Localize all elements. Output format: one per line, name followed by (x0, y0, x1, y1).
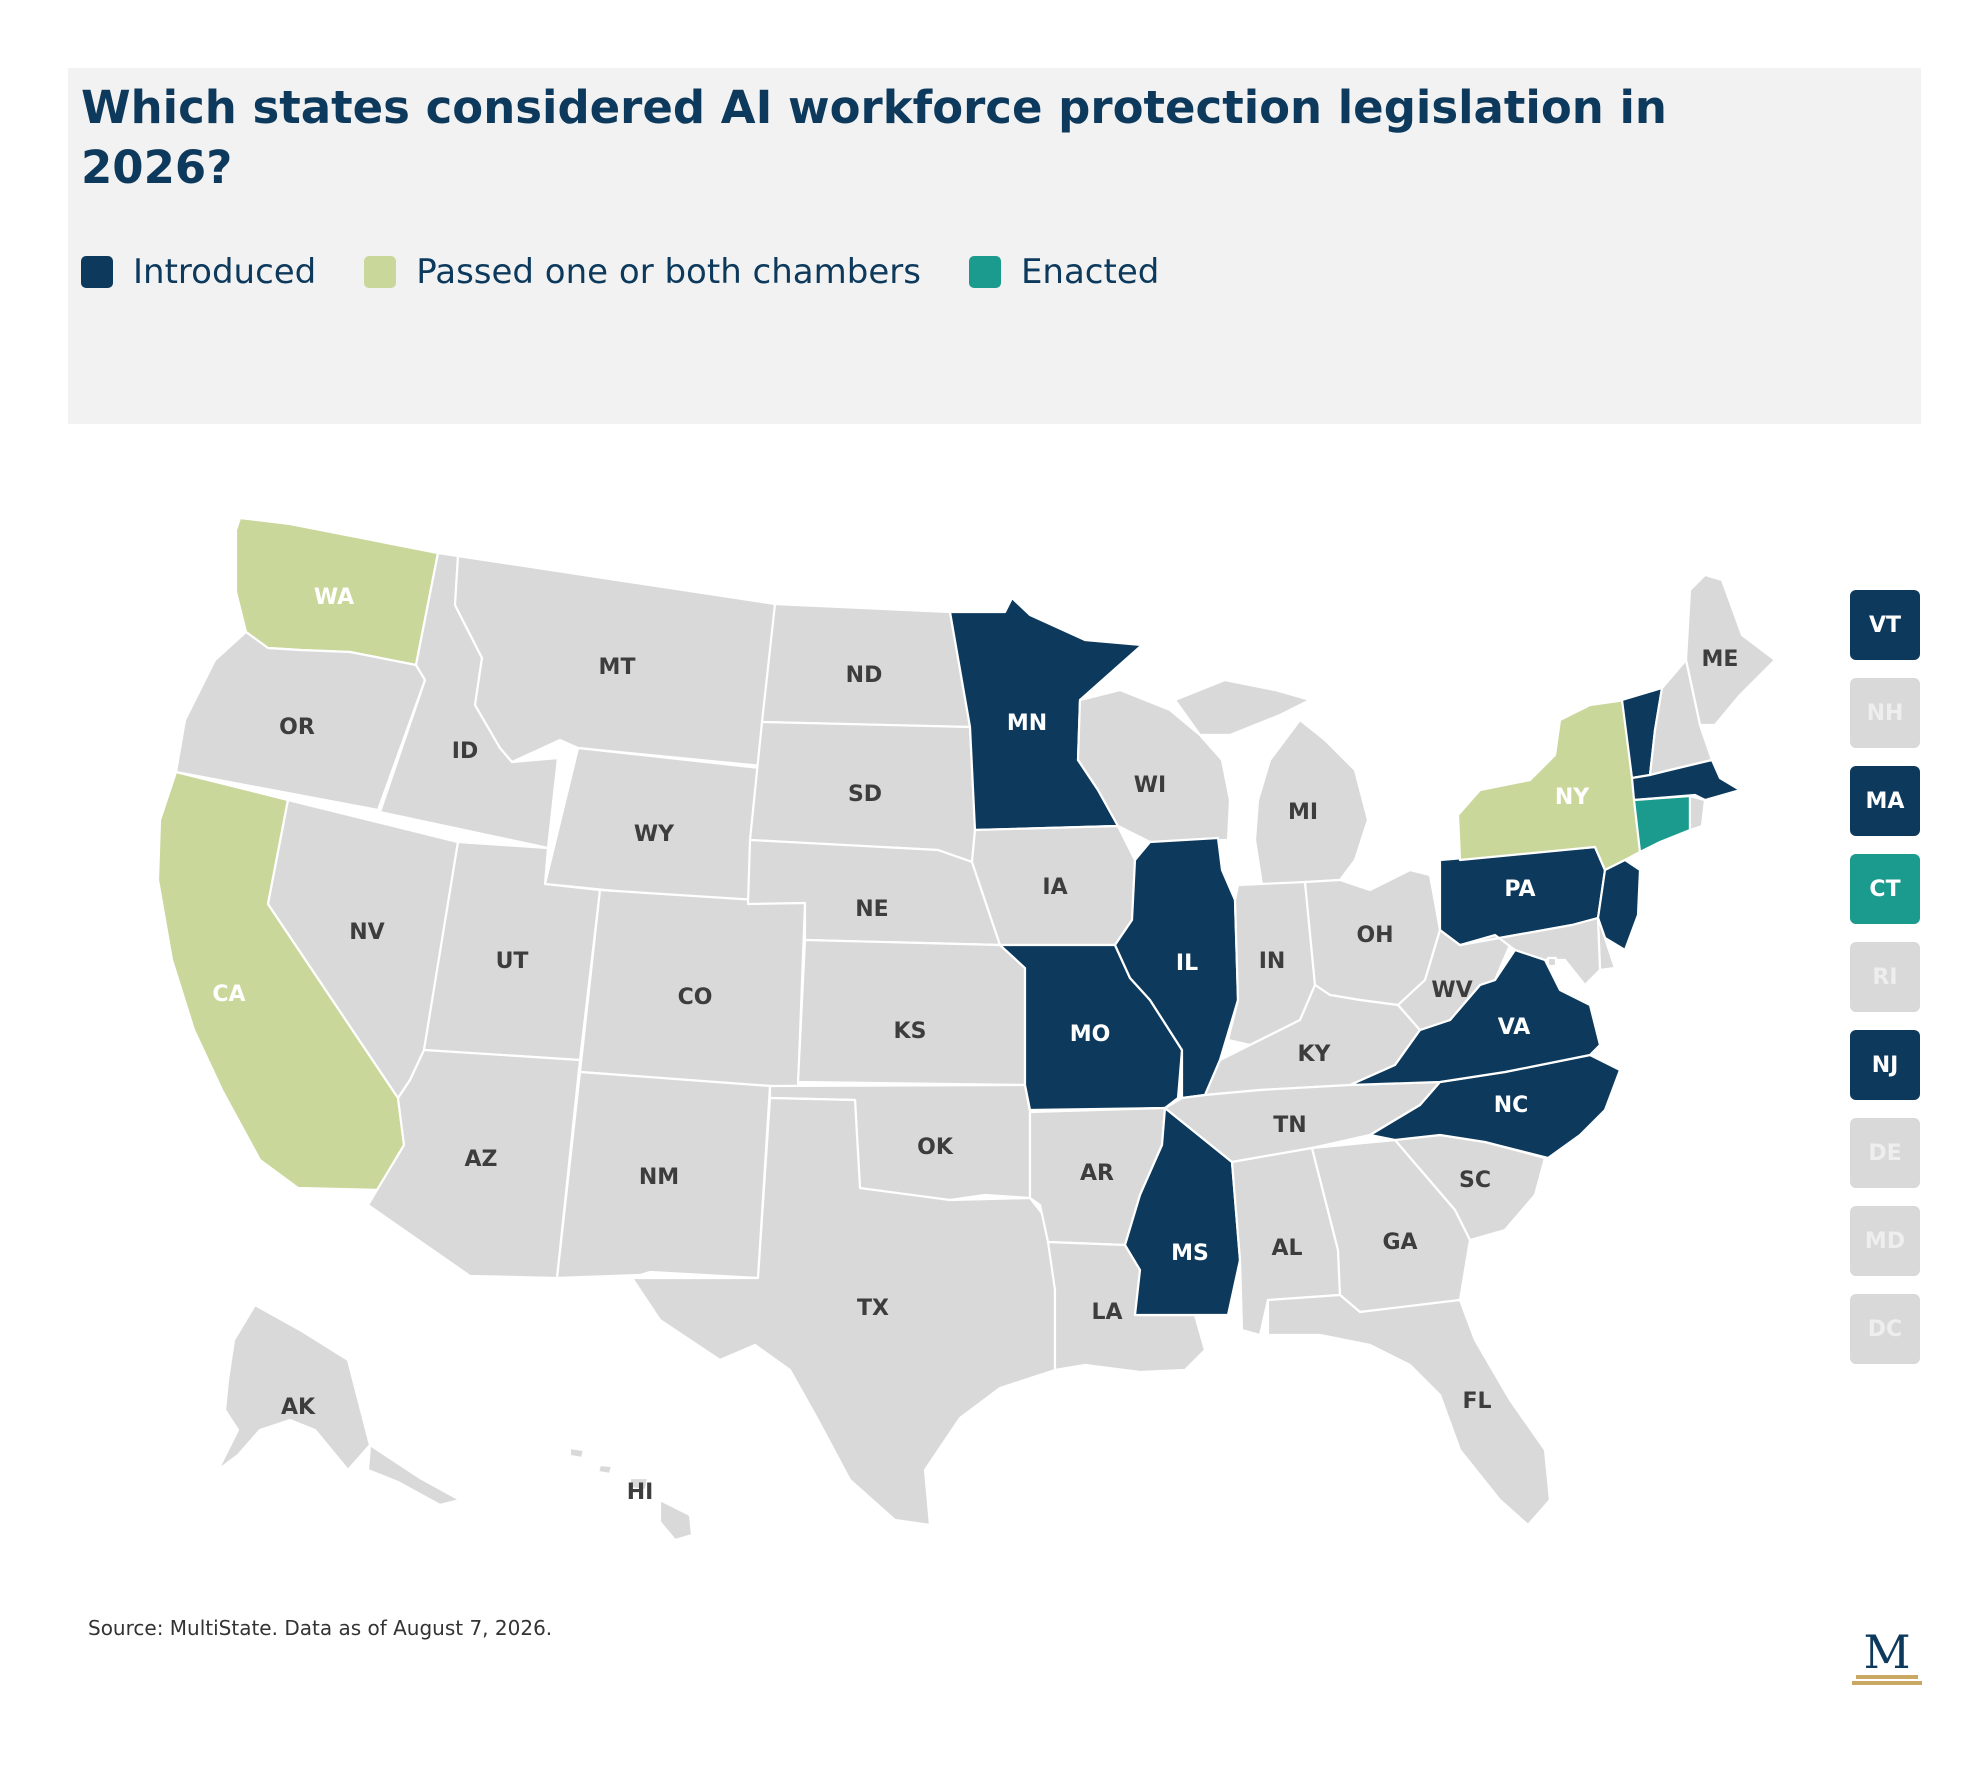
state-hi (568, 1446, 694, 1542)
state-ri (1688, 794, 1707, 832)
logo-letter: M (1863, 1628, 1910, 1679)
state-label-la: LA (1091, 1300, 1122, 1325)
legend-item-passed: Passed one or both chambers (364, 252, 921, 292)
side-box-vt: VT (1850, 590, 1920, 660)
header-panel (68, 68, 1921, 424)
state-label-ia: IA (1042, 875, 1067, 900)
state-label-mi: MI (1288, 800, 1318, 825)
state-label-az: AZ (465, 1147, 498, 1172)
state-mi (1173, 678, 1370, 887)
state-label-oh: OH (1356, 923, 1393, 948)
state-ks (796, 938, 1027, 1087)
state-label-wv: WV (1431, 978, 1472, 1003)
state-label-fl: FL (1462, 1389, 1491, 1414)
state-tx (630, 1096, 1057, 1527)
state-label-nv: NV (349, 920, 384, 945)
state-label-ms: MS (1171, 1241, 1209, 1266)
state-ak (216, 1303, 462, 1507)
side-box-nj: NJ (1850, 1030, 1920, 1100)
state-label-id: ID (452, 739, 478, 764)
state-label-wa: WA (314, 585, 354, 610)
legend-swatch-passed (364, 256, 397, 288)
state-label-mt: MT (599, 655, 636, 680)
state-label-nc: NC (1494, 1093, 1529, 1118)
state-labels-layer: WA OR CA ID NV MT WY UT AZ CO NM ND SD NE KS OK TX MN IA MO… (212, 585, 1738, 1505)
side-box-ct: CT (1850, 854, 1920, 924)
state-label-hi: HI (627, 1480, 654, 1505)
source-note: Source: MultiState. Data as of August 7,… (88, 1616, 553, 1640)
state-label-wy: WY (634, 822, 675, 847)
side-box-ma: MA (1850, 766, 1920, 836)
legend-label-passed: Passed one or both chambers (416, 252, 921, 292)
state-label-mo: MO (1070, 1022, 1111, 1047)
state-label-tx: TX (857, 1296, 889, 1321)
side-box-nh: NH (1850, 678, 1920, 748)
state-label-tn: TN (1273, 1113, 1306, 1138)
state-dc (1546, 956, 1558, 968)
state-ct (1632, 794, 1692, 854)
chart-title: Which states considered AI workforce pro… (81, 81, 1667, 194)
state-md (1458, 916, 1602, 987)
state-label-ks: KS (894, 1019, 927, 1044)
state-label-ok: OK (917, 1135, 954, 1160)
state-label-nm: NM (639, 1165, 679, 1190)
states-layer (156, 516, 1777, 1542)
state-label-sc: SC (1459, 1168, 1491, 1193)
state-label-nd: ND (846, 663, 883, 688)
legend: Introduced Passed one or both chambers E… (81, 252, 1207, 292)
side-box-de: DE (1850, 1118, 1920, 1188)
legend-label-introduced: Introduced (133, 252, 317, 292)
state-label-ky: KY (1298, 1042, 1332, 1067)
multistate-logo: M (1850, 1625, 1924, 1692)
state-label-ut: UT (496, 949, 529, 974)
legend-item-introduced: Introduced (81, 252, 316, 292)
state-label-ga: GA (1382, 1230, 1417, 1255)
state-label-ak: AK (281, 1395, 316, 1420)
state-label-me: ME (1702, 647, 1739, 672)
state-label-co: CO (678, 985, 713, 1010)
legend-item-enacted: Enacted (968, 252, 1160, 292)
state-label-ne: NE (855, 897, 888, 922)
state-label-il: IL (1176, 951, 1198, 976)
side-box-dc: DC (1850, 1294, 1920, 1364)
state-label-ca: CA (212, 982, 245, 1007)
state-label-sd: SD (848, 782, 882, 807)
legend-swatch-enacted (968, 256, 1001, 288)
state-wi (1076, 688, 1232, 844)
side-box-md: MD (1850, 1206, 1920, 1276)
state-fl (1266, 1293, 1552, 1527)
state-label-va: VA (1498, 1015, 1531, 1040)
state-label-ar: AR (1080, 1161, 1114, 1186)
state-label-in: IN (1259, 949, 1286, 974)
side-box-ri: RI (1850, 942, 1920, 1012)
legend-swatch-introduced (81, 256, 113, 288)
state-label-al: AL (1271, 1236, 1302, 1261)
state-label-wi: WI (1134, 773, 1166, 798)
legend-label-enacted: Enacted (1020, 252, 1160, 292)
state-label-pa: PA (1504, 877, 1535, 902)
state-label-mn: MN (1007, 711, 1047, 736)
state-label-or: OR (279, 715, 315, 740)
state-label-ny: NY (1555, 785, 1590, 810)
state-ny (1456, 698, 1642, 872)
